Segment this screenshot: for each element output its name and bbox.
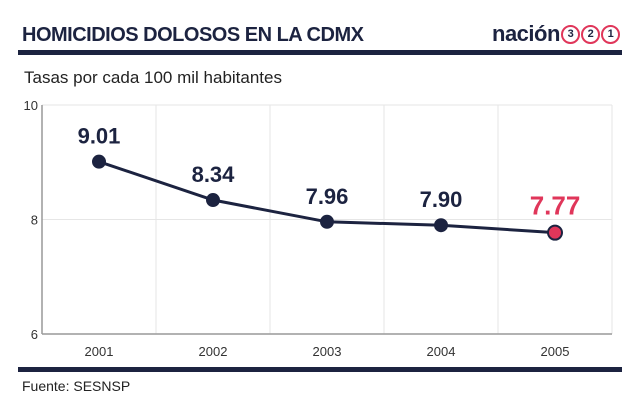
x-tick-label: 2005 <box>541 344 570 359</box>
data-point <box>92 154 106 169</box>
x-tick-label: 2001 <box>85 344 114 359</box>
logo-digit: 3 <box>560 24 580 44</box>
chart-title: HOMICIDIOS DOLOSOS EN LA CDMX <box>22 24 364 46</box>
data-label: 9.01 <box>78 124 121 149</box>
logo-digit: 2 <box>580 24 600 44</box>
data-label: 7.96 <box>306 184 349 209</box>
chart-subtitle: Tasas por cada 100 mil habitantes <box>24 68 282 87</box>
logo-text: nación <box>492 21 560 46</box>
top-divider <box>18 50 622 55</box>
data-label: 8.34 <box>192 162 236 187</box>
bottom-divider <box>18 367 622 372</box>
y-tick-label: 6 <box>31 327 38 342</box>
y-tick-label: 10 <box>24 98 38 113</box>
x-tick-label: 2004 <box>427 344 456 359</box>
logo-digit: 1 <box>600 24 620 44</box>
data-label: 7.77 <box>530 191 581 221</box>
x-tick-label: 2003 <box>313 344 342 359</box>
x-tick-label: 2002 <box>199 344 228 359</box>
data-point <box>206 193 220 208</box>
brand-logo: nación 3 2 1 <box>492 21 620 47</box>
source-note: Fuente: SESNSP <box>22 378 131 394</box>
data-point <box>547 224 563 241</box>
data-label: 7.90 <box>420 187 463 212</box>
data-point <box>320 214 334 229</box>
data-point <box>434 218 448 233</box>
y-tick-label: 8 <box>31 213 38 228</box>
